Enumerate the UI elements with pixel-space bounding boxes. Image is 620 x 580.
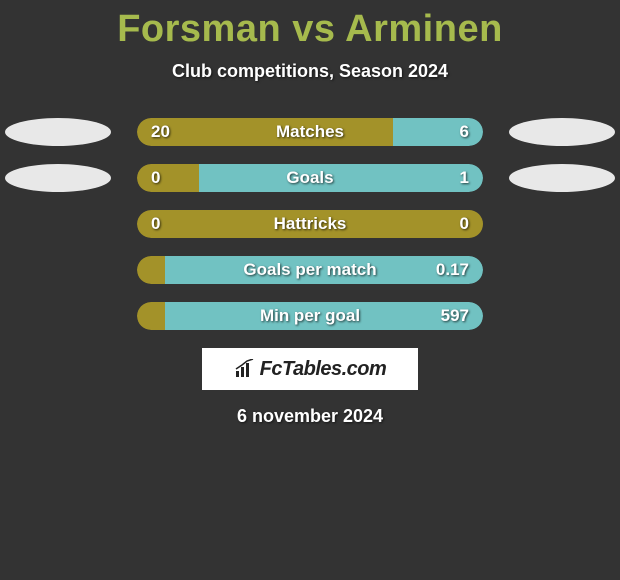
stat-label: Matches — [276, 122, 344, 142]
left-segment — [137, 302, 165, 330]
right-segment — [393, 118, 483, 146]
stat-bar: 0.17 Goals per match — [137, 256, 483, 284]
right-value: 1 — [460, 168, 469, 188]
comparison-row: 597 Min per goal — [0, 302, 620, 330]
stat-bar: 0 0 Hattricks — [137, 210, 483, 238]
right-value: 6 — [460, 122, 469, 142]
right-team-oval — [509, 118, 615, 146]
stat-bar: 0 1 Goals — [137, 164, 483, 192]
comparison-rows: 20 6 Matches 0 1 Goals 0 0 Hattricks 0.17 Goals pe… — [0, 118, 620, 330]
stat-bar: 20 6 Matches — [137, 118, 483, 146]
left-value: 0 — [151, 168, 160, 188]
chart-icon — [234, 359, 256, 379]
stat-bar: 597 Min per goal — [137, 302, 483, 330]
left-team-oval — [5, 164, 111, 192]
left-team-oval — [5, 118, 111, 146]
comparison-row: 0.17 Goals per match — [0, 256, 620, 284]
right-team-oval — [509, 164, 615, 192]
stat-label: Goals — [286, 168, 333, 188]
footer-date: 6 november 2024 — [0, 406, 620, 427]
right-value: 597 — [441, 306, 469, 326]
stat-label: Min per goal — [260, 306, 360, 326]
stat-label: Hattricks — [274, 214, 347, 234]
right-value: 0 — [460, 214, 469, 234]
comparison-row: 0 0 Hattricks — [0, 210, 620, 238]
left-segment — [137, 164, 199, 192]
left-value: 0 — [151, 214, 160, 234]
stat-label: Goals per match — [243, 260, 376, 280]
left-segment — [137, 256, 165, 284]
brand-text: FcTables.com — [260, 358, 387, 381]
left-segment — [137, 118, 393, 146]
right-segment — [199, 164, 483, 192]
subtitle: Club competitions, Season 2024 — [0, 61, 620, 82]
brand-box: FcTables.com — [202, 348, 418, 390]
right-value: 0.17 — [436, 260, 469, 280]
comparison-row: 20 6 Matches — [0, 118, 620, 146]
left-value: 20 — [151, 122, 170, 142]
page-title: Forsman vs Arminen — [0, 0, 620, 51]
comparison-row: 0 1 Goals — [0, 164, 620, 192]
